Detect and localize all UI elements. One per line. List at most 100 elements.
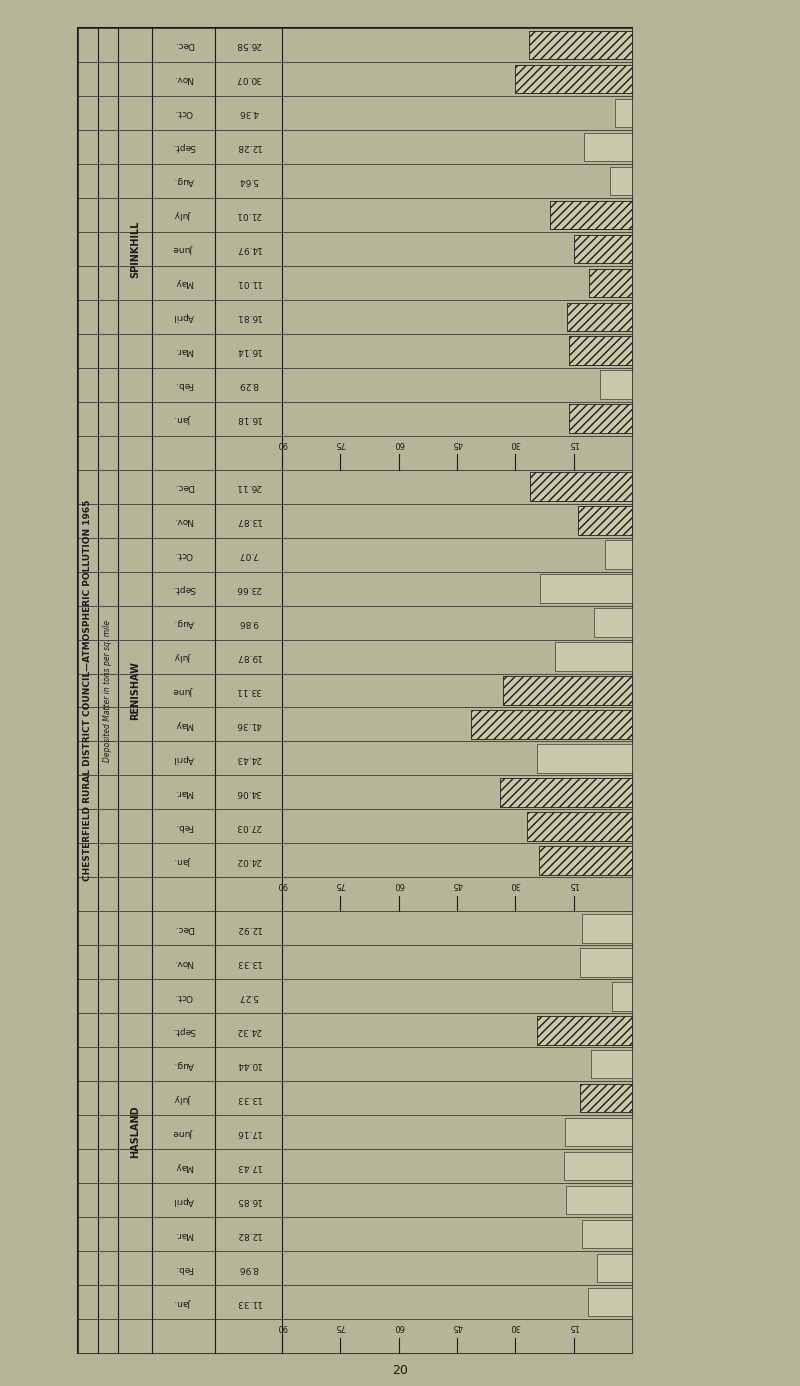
Bar	[569, 405, 632, 432]
Bar	[566, 302, 632, 331]
Text: Feb.: Feb.	[174, 1264, 193, 1272]
Text: 21.01: 21.01	[236, 211, 262, 219]
Bar	[78, 775, 632, 809]
Text: HASLAND: HASLAND	[130, 1106, 140, 1159]
Text: 15: 15	[569, 1322, 579, 1331]
Bar	[588, 1288, 632, 1317]
Text: 23.66: 23.66	[236, 584, 262, 593]
Text: June: June	[174, 686, 194, 694]
Text: 12.28: 12.28	[236, 143, 262, 151]
Bar	[554, 642, 632, 671]
Text: April: April	[173, 1196, 194, 1204]
Text: 45: 45	[452, 438, 462, 448]
Text: 41.36: 41.36	[236, 719, 262, 729]
Bar	[529, 30, 632, 60]
Text: April: April	[173, 754, 194, 762]
Bar	[530, 473, 632, 500]
Text: Dec.: Dec.	[174, 40, 194, 50]
Text: Mar.: Mar.	[174, 1229, 193, 1239]
Text: May: May	[174, 1161, 193, 1171]
Bar	[574, 234, 632, 263]
Text: 8.96: 8.96	[238, 1264, 258, 1272]
Text: 45: 45	[452, 880, 462, 890]
Bar	[615, 98, 632, 128]
Text: Mar.: Mar.	[174, 346, 193, 355]
Text: 15: 15	[569, 880, 579, 890]
Text: 12.82: 12.82	[236, 1229, 262, 1239]
Bar	[527, 812, 632, 841]
Text: Jan.: Jan.	[175, 1297, 192, 1307]
Bar	[566, 1186, 632, 1214]
Bar	[564, 1152, 632, 1181]
Bar	[78, 28, 632, 1353]
Text: 75: 75	[335, 438, 346, 448]
Bar	[582, 913, 632, 942]
Bar	[78, 1217, 632, 1252]
Bar	[605, 541, 632, 568]
Bar	[78, 334, 632, 367]
Bar	[527, 812, 632, 841]
Text: 10.44: 10.44	[236, 1060, 262, 1069]
Text: 11.33: 11.33	[235, 1297, 262, 1307]
Text: 24.43: 24.43	[236, 754, 262, 762]
Text: Dec.: Dec.	[174, 924, 194, 933]
Text: 5.27: 5.27	[238, 992, 258, 1001]
Text: 30.07: 30.07	[235, 75, 262, 83]
Text: 34.06: 34.06	[236, 787, 262, 797]
Bar	[78, 1184, 632, 1217]
Text: SPINKHILL: SPINKHILL	[130, 220, 140, 277]
Text: Oct.: Oct.	[174, 550, 193, 559]
Bar	[78, 639, 632, 674]
Text: 14.97: 14.97	[236, 244, 262, 254]
Text: 4.36: 4.36	[238, 108, 258, 118]
Bar	[78, 707, 632, 742]
Text: 16.81: 16.81	[235, 312, 262, 322]
Text: 30: 30	[510, 1322, 521, 1331]
Text: 90: 90	[277, 880, 287, 890]
Text: May: May	[174, 719, 193, 729]
Bar	[78, 470, 632, 503]
Bar	[78, 1319, 632, 1353]
Bar	[78, 503, 632, 538]
Bar	[515, 65, 632, 93]
Text: 12.92: 12.92	[236, 924, 262, 933]
Bar	[78, 130, 632, 164]
Bar	[538, 1016, 632, 1045]
Bar	[611, 983, 632, 1010]
Bar	[78, 742, 632, 775]
Bar	[538, 845, 632, 875]
Bar	[610, 166, 632, 195]
Bar	[78, 980, 632, 1013]
Text: 75: 75	[335, 880, 346, 890]
Text: Oct.: Oct.	[174, 992, 193, 1001]
Bar	[589, 269, 632, 297]
Bar	[78, 1285, 632, 1319]
Bar	[580, 948, 632, 977]
Text: 45: 45	[452, 1322, 462, 1331]
Bar	[78, 1048, 632, 1081]
Text: RENISHAW: RENISHAW	[130, 661, 140, 719]
Bar	[78, 299, 632, 334]
Text: 13.33: 13.33	[235, 1094, 262, 1103]
Bar	[78, 96, 632, 130]
Bar	[580, 1084, 632, 1113]
Text: 60: 60	[394, 880, 404, 890]
Bar	[78, 198, 632, 231]
Text: 16.18: 16.18	[235, 414, 262, 423]
Text: 24.02: 24.02	[236, 857, 262, 865]
Text: Feb.: Feb.	[174, 380, 193, 389]
Text: 19.87: 19.87	[235, 651, 262, 661]
Text: Nov.: Nov.	[174, 75, 194, 83]
Bar	[78, 62, 632, 96]
Bar	[600, 370, 632, 399]
Bar	[538, 1016, 632, 1045]
Text: July: July	[175, 211, 192, 219]
Text: May: May	[174, 279, 193, 287]
Bar	[530, 473, 632, 500]
Bar	[578, 506, 632, 535]
Text: 90: 90	[277, 1322, 287, 1331]
Text: Jan.: Jan.	[175, 857, 192, 865]
Bar	[515, 65, 632, 93]
Bar	[584, 133, 632, 161]
Bar	[78, 231, 632, 266]
